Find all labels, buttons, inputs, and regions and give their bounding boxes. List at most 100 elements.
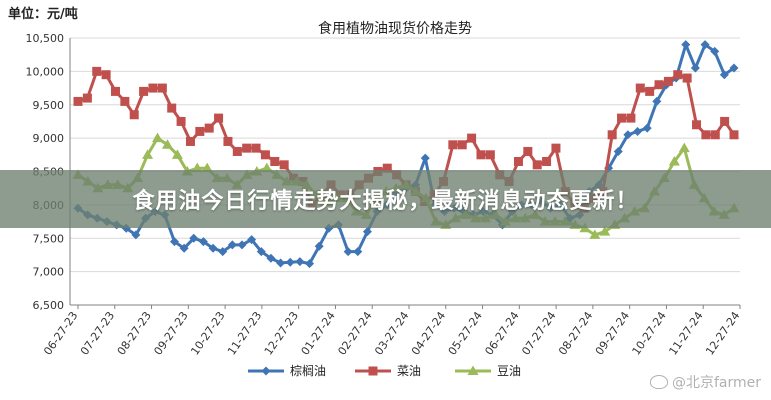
data-point xyxy=(513,156,523,166)
data-point xyxy=(169,237,179,247)
y-tick-label: 9,000 xyxy=(33,132,65,145)
data-point xyxy=(645,86,655,96)
legend: 棕榈油 菜油 豆油 xyxy=(248,363,521,378)
data-point xyxy=(613,146,623,156)
y-tick-label: 9,500 xyxy=(33,99,65,112)
data-point xyxy=(729,130,739,140)
data-point xyxy=(251,143,261,153)
data-point xyxy=(201,162,213,173)
data-point xyxy=(191,162,203,173)
data-point xyxy=(131,230,141,240)
data-point xyxy=(142,149,154,159)
data-point xyxy=(476,150,486,160)
x-tick-label: 10-27-23 xyxy=(188,309,227,357)
data-point xyxy=(635,83,645,93)
data-point xyxy=(681,40,691,50)
x-tick-label: 12-27-24 xyxy=(703,309,742,357)
data-point xyxy=(485,150,495,160)
x-tick-label: 10-27-24 xyxy=(630,309,669,357)
data-point xyxy=(642,123,652,133)
x-tick-label: 07-27-24 xyxy=(519,309,558,357)
data-point xyxy=(279,160,289,170)
watermark-text: @北京farmer xyxy=(671,375,761,391)
data-point xyxy=(362,227,372,237)
data-point xyxy=(82,93,92,103)
data-point xyxy=(139,86,149,96)
data-point xyxy=(161,139,173,149)
data-point xyxy=(204,123,214,133)
data-point xyxy=(270,156,280,166)
data-point xyxy=(247,235,257,245)
headline-text: 食用油今日行情走势大揭秘，最新消息动态更新！ xyxy=(132,189,639,214)
y-tick-label: 7,000 xyxy=(33,266,65,279)
data-point xyxy=(700,40,710,50)
data-point xyxy=(720,116,730,126)
x-tick-label: 02-27-24 xyxy=(335,309,374,357)
data-point xyxy=(673,70,683,80)
chart-title: 食用植物油现货价格走势 xyxy=(318,20,472,37)
x-tick-label: 11-27-23 xyxy=(225,309,264,357)
data-point xyxy=(120,96,130,106)
data-point xyxy=(101,70,111,80)
data-point xyxy=(710,130,720,140)
data-point xyxy=(148,83,158,93)
data-point xyxy=(382,163,392,173)
unit-label: 单位：元/吨 xyxy=(8,6,78,22)
data-point xyxy=(266,253,276,263)
x-tick-label: 05-27-24 xyxy=(446,309,485,357)
y-tick-label: 7,500 xyxy=(33,232,65,245)
data-point xyxy=(314,241,324,251)
data-point xyxy=(663,76,673,86)
legend-label: 棕榈油 xyxy=(290,363,326,378)
data-point xyxy=(599,226,611,236)
data-point xyxy=(110,86,120,96)
data-point xyxy=(633,126,643,136)
x-tick-label: 03-27-24 xyxy=(372,309,411,357)
data-point xyxy=(73,96,83,106)
data-point xyxy=(617,113,627,123)
data-point xyxy=(353,247,363,257)
series-diamond xyxy=(73,40,739,269)
data-point xyxy=(152,132,164,143)
x-tick-label: 09-27-24 xyxy=(593,309,632,357)
data-point xyxy=(285,257,295,267)
data-point xyxy=(276,258,286,268)
data-point xyxy=(195,126,205,136)
legend-label: 豆油 xyxy=(497,364,521,378)
data-point xyxy=(179,243,189,253)
x-tick-label: 08-27-24 xyxy=(556,309,595,357)
data-point xyxy=(668,155,680,166)
legend-marker xyxy=(368,366,378,376)
x-tick-label: 06-27-23 xyxy=(41,309,80,357)
data-point xyxy=(710,46,720,56)
x-tick-label: 06-27-24 xyxy=(482,309,521,357)
data-point xyxy=(652,96,662,106)
x-axis: 06-27-2307-27-2308-27-2309-27-2310-27-23… xyxy=(41,304,742,358)
data-point xyxy=(532,160,542,170)
data-point xyxy=(227,240,237,250)
data-point xyxy=(261,162,273,173)
data-point xyxy=(171,149,183,159)
x-tick-label: 11-27-24 xyxy=(666,309,705,357)
legend-marker xyxy=(261,366,271,376)
data-point xyxy=(623,130,633,140)
headline-banner: 食用油今日行情走势大揭秘，最新消息动态更新！ xyxy=(0,170,771,228)
data-point xyxy=(218,247,228,257)
data-point xyxy=(654,80,664,90)
legend-label: 菜油 xyxy=(397,364,421,378)
data-point xyxy=(260,150,270,160)
data-point xyxy=(92,66,102,76)
data-point xyxy=(542,156,552,166)
y-tick-label: 10,000 xyxy=(26,65,65,78)
legend-marker xyxy=(467,365,479,375)
data-point xyxy=(237,240,247,250)
x-tick-label: 04-27-24 xyxy=(409,309,448,357)
data-point xyxy=(232,146,242,156)
data-point xyxy=(719,70,729,80)
data-point xyxy=(420,153,430,163)
data-point xyxy=(242,143,252,153)
data-point xyxy=(167,103,177,113)
series-lines xyxy=(72,40,740,269)
watermark: @北京farmer xyxy=(649,372,761,392)
